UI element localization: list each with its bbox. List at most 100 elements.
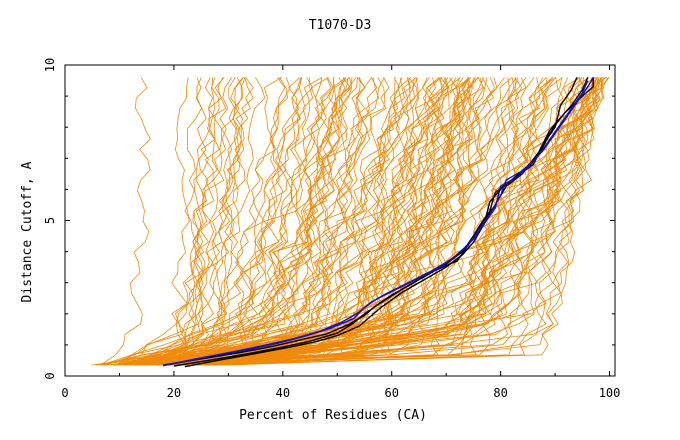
model-line — [186, 77, 604, 366]
y-axis: 0 5 10 — [43, 58, 615, 380]
model-line — [150, 77, 441, 366]
model-line — [187, 77, 372, 366]
model-line — [205, 77, 548, 366]
model-line — [217, 77, 600, 366]
model-line — [193, 77, 547, 366]
model-line — [113, 77, 470, 366]
y-tick-label: 0 — [43, 372, 57, 379]
model-line — [99, 77, 314, 366]
model-line — [139, 77, 244, 366]
model-line — [185, 77, 418, 366]
model-line — [118, 77, 450, 366]
model-line — [114, 77, 216, 366]
model-line — [125, 77, 335, 366]
model-line — [161, 77, 517, 366]
model-line — [151, 77, 488, 366]
model-line — [142, 77, 209, 366]
model-line — [102, 77, 358, 366]
model-line — [145, 77, 564, 366]
model-line — [178, 77, 495, 366]
x-tick-label: 100 — [599, 386, 621, 400]
model-line — [138, 77, 385, 366]
y-tick-label: 5 — [43, 217, 57, 224]
model-line — [104, 77, 366, 366]
model-line — [91, 77, 245, 366]
x-axis: 0 20 40 60 80 100 — [61, 65, 620, 400]
model-line — [142, 77, 606, 366]
model-line — [179, 77, 484, 366]
model-line — [190, 77, 603, 366]
model-line — [178, 77, 413, 366]
model-line — [121, 77, 254, 366]
model-line — [139, 77, 419, 366]
x-tick-label: 20 — [167, 386, 181, 400]
model-line — [199, 77, 470, 366]
y-axis-label: Distance Cutoff, A — [20, 161, 35, 302]
model-line — [144, 77, 283, 366]
model-line — [126, 77, 334, 366]
model-line — [170, 77, 469, 366]
model-line — [137, 77, 448, 366]
model-line — [189, 77, 515, 366]
model-line — [160, 77, 527, 366]
model-line — [177, 77, 599, 366]
series-line-black-2 — [184, 77, 589, 368]
model-line — [124, 77, 583, 366]
model-line — [125, 77, 216, 366]
model-line — [197, 77, 586, 366]
highlighted-model-lines — [162, 77, 594, 368]
model-line — [139, 77, 419, 366]
model-line — [223, 77, 603, 366]
model-line — [213, 77, 605, 366]
x-tick-label: 0 — [61, 386, 68, 400]
model-line — [219, 77, 601, 366]
model-line — [135, 77, 479, 366]
model-line — [157, 77, 347, 366]
model-line — [168, 77, 557, 366]
model-line — [122, 77, 513, 366]
model-line — [116, 77, 233, 366]
model-line — [196, 77, 470, 366]
model-line — [140, 77, 470, 366]
model-line — [139, 77, 417, 366]
x-tick-label: 40 — [276, 386, 290, 400]
model-line — [138, 77, 202, 366]
model-line — [155, 77, 190, 366]
model-line — [147, 77, 302, 366]
model-line — [104, 77, 227, 366]
model-line — [161, 77, 596, 366]
model-line — [118, 77, 246, 366]
x-tick-label: 80 — [493, 386, 507, 400]
model-line — [176, 77, 535, 366]
model-line — [177, 77, 469, 366]
model-line — [152, 77, 236, 366]
model-line — [129, 77, 335, 366]
model-line — [99, 77, 332, 366]
model-line — [124, 77, 351, 366]
model-line — [158, 77, 544, 366]
model-line — [140, 77, 431, 366]
model-line — [157, 77, 302, 366]
model-line — [131, 77, 289, 366]
model-line — [160, 77, 485, 366]
model-line — [133, 77, 300, 366]
model-line — [186, 77, 606, 366]
model-line — [115, 77, 349, 366]
series-line-blue-2 — [168, 80, 589, 366]
y-tick-label: 10 — [43, 58, 57, 72]
model-line — [113, 77, 541, 366]
model-line — [155, 77, 553, 366]
model-line — [151, 77, 286, 366]
model-line — [155, 77, 609, 366]
model-line — [141, 77, 366, 366]
model-line — [188, 77, 352, 366]
model-line — [156, 77, 510, 366]
model-line — [178, 77, 598, 366]
model-line — [100, 77, 151, 366]
model-line — [141, 77, 589, 366]
model-line — [95, 77, 470, 366]
chart-title: T1070-D3 — [309, 18, 372, 33]
model-line — [169, 77, 304, 366]
model-line — [160, 77, 495, 366]
